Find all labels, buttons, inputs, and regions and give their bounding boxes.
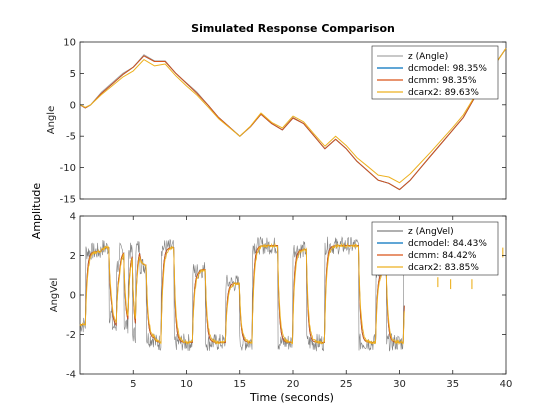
angle-legend-label: dcarx2: 89.63% xyxy=(408,88,479,98)
figure-xlabel: Time (seconds) xyxy=(249,391,334,404)
angvel-legend-label: z (AngVel) xyxy=(408,227,454,237)
angle-ytick-label: -10 xyxy=(60,163,76,174)
angvel-plot-area xyxy=(79,236,504,352)
angvel-xtick-label: 40 xyxy=(500,379,513,390)
angle-legend: z (Angle) dcmodel: 98.35% dcmm: 98.35% dcar… xyxy=(371,45,499,100)
angvel-ytick-label: 2 xyxy=(70,251,76,262)
angvel-xtick-label: 35 xyxy=(446,379,459,390)
angvel-xtick-label: 25 xyxy=(340,379,353,390)
angvel-axes: -4 -2 0 2 4 5 10 15 20 25 30 35 40 AngVel z (AngVel)… xyxy=(49,212,512,391)
angvel-xtick-label: 20 xyxy=(287,379,300,390)
angvel-ytick-label: 0 xyxy=(70,291,76,302)
angle-legend-label: z (Angle) xyxy=(408,52,448,62)
angle-ytick-label: 10 xyxy=(63,38,76,49)
angvel-xtick-label: 30 xyxy=(393,379,406,390)
angvel-ytick-label: -4 xyxy=(66,370,76,381)
angvel-series-line-4 xyxy=(79,242,405,346)
angvel-legend-entries: z (AngVel) dcmodel: 84.43% dcmm: 84.42% dca… xyxy=(377,227,487,273)
angle-legend-label: dcmm: 98.35% xyxy=(408,76,477,86)
angvel-legend: z (AngVel) dcmodel: 84.43% dcmm: 84.42% dca… xyxy=(371,221,499,276)
angle-ytick-label: -15 xyxy=(60,195,76,206)
angvel-ytick-label: -2 xyxy=(66,330,76,341)
angvel-xtick-label: 5 xyxy=(130,379,136,390)
angvel-legend-label: dcmodel: 84.43% xyxy=(408,239,487,249)
angle-ylabel: Angle xyxy=(46,106,57,134)
angle-axes: -15 -10 -5 0 5 10 Angle z (Angle) dcmodel: 98.… xyxy=(46,38,507,206)
angle-ytick-label: -5 xyxy=(66,132,76,143)
angle-series-line-4 xyxy=(79,48,507,184)
angle-legend-entries: z (Angle) dcmodel: 98.35% dcmm: 98.35% dcar… xyxy=(377,52,487,98)
angvel-legend-label: dcarx2: 83.85% xyxy=(408,263,479,273)
angvel-ylabel: AngVel xyxy=(49,278,60,313)
figure-title: Simulated Response Comparison xyxy=(191,22,395,35)
angle-ytick-label: 0 xyxy=(70,100,76,111)
angle-legend-box xyxy=(371,45,499,100)
angle-yticks: -15 -10 -5 0 5 10 xyxy=(60,38,506,206)
angle-legend-label: dcmodel: 98.35% xyxy=(408,64,487,74)
angvel-series-line-1 xyxy=(79,236,405,352)
figure-ylabel: Amplitude xyxy=(30,183,43,240)
angvel-ytick-label: 4 xyxy=(70,212,76,223)
angle-plot-area xyxy=(79,48,507,191)
angvel-legend-label: dcmm: 84.42% xyxy=(408,251,477,261)
angvel-xtick-label: 15 xyxy=(233,379,246,390)
angvel-xtick-label: 10 xyxy=(180,379,193,390)
angvel-ticks: -4 -2 0 2 4 5 10 15 20 25 30 35 40 xyxy=(66,212,512,391)
angle-ytick-label: 5 xyxy=(70,69,76,80)
angle-series-line-3 xyxy=(79,48,507,191)
